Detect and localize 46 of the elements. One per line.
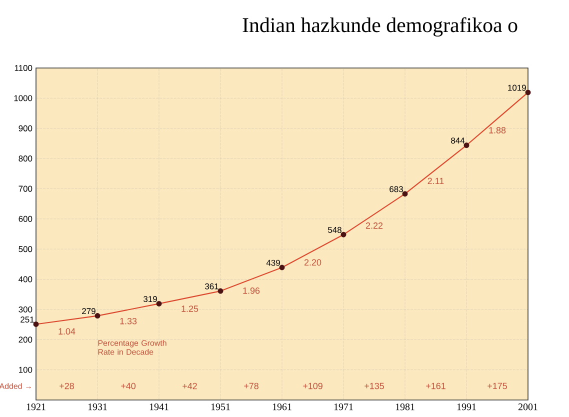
y-tick-label: 800 (18, 156, 32, 162)
x-tick-label: 2001 (518, 404, 538, 410)
y-tick-label: 1100 (14, 65, 32, 71)
x-tick-label: 1981 (396, 404, 414, 410)
x-tick-label: 1931 (88, 404, 107, 410)
y-tick-label: 500 (18, 246, 32, 252)
y-tick-label: 200 (18, 336, 32, 343)
data-label: 439 (266, 260, 280, 266)
annotation: 2.22 (366, 222, 383, 229)
annotation: +40 (121, 382, 136, 390)
y-tick-label: 300 (18, 306, 32, 312)
y-tick-label: 700 (18, 186, 32, 192)
annotation: +42 (182, 382, 197, 390)
x-tick-label: 1991 (457, 404, 476, 410)
y-tick-label: 1000 (14, 95, 32, 102)
data-label: 683 (390, 186, 403, 192)
data-label: 1019 (508, 84, 526, 91)
x-tick-label: 1951 (211, 404, 230, 410)
annotation: 1.25 (182, 306, 198, 312)
data-label: 548 (328, 226, 342, 233)
data-label: 279 (82, 308, 96, 314)
data-label: 844 (451, 138, 465, 144)
data-label: 251 (20, 316, 34, 323)
data-label: 319 (144, 296, 157, 302)
data-label: 361 (205, 283, 218, 290)
annotation: 1.33 (120, 318, 137, 324)
annotation: +109 (303, 382, 322, 390)
annotation: +28 (60, 382, 74, 390)
annotation: +161 (426, 382, 446, 390)
annotation: 1.96 (243, 287, 260, 294)
y-tick-label: 600 (18, 216, 32, 222)
x-tick-label: 1941 (150, 404, 168, 410)
annotation: 2.11 (428, 178, 444, 184)
annotation: +78 (244, 382, 258, 390)
x-tick-label: 1961 (272, 404, 292, 410)
y-tick-label: 400 (18, 276, 32, 282)
annotation: 1.04 (58, 328, 76, 335)
chart-title: Indian hazkunde demografikoa o (242, 17, 518, 37)
annotation: 2.20 (304, 259, 322, 266)
y-tick-label: 900 (18, 125, 32, 132)
annotation: +135 (364, 382, 384, 390)
y-tick-label: 100 (18, 366, 32, 373)
annotation: 1.88 (489, 127, 506, 134)
annotation: +175 (488, 382, 507, 390)
x-tick-label: 1971 (334, 404, 353, 410)
x-tick-label: 1921 (26, 404, 46, 410)
